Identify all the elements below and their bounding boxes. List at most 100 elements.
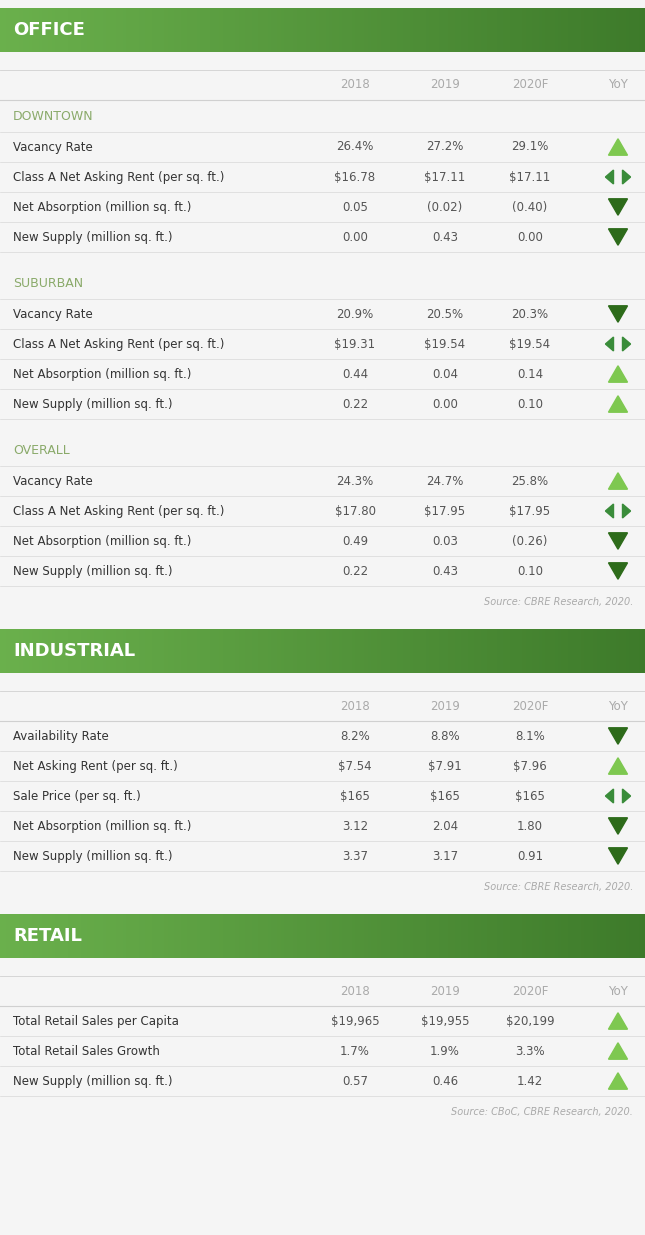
Text: 24.7%: 24.7%	[426, 474, 464, 488]
Bar	[374, 629, 377, 673]
Bar	[332, 629, 335, 673]
Polygon shape	[608, 1073, 628, 1089]
Bar	[603, 7, 606, 52]
Bar	[171, 914, 174, 958]
Bar	[497, 629, 500, 673]
Bar	[335, 7, 339, 52]
Polygon shape	[608, 532, 628, 550]
Bar	[264, 914, 268, 958]
Text: 29.1%: 29.1%	[511, 141, 549, 153]
Bar	[468, 629, 471, 673]
Bar	[29, 629, 32, 673]
Bar	[597, 914, 600, 958]
Bar	[155, 7, 158, 52]
Bar	[393, 629, 397, 673]
Bar	[129, 914, 132, 958]
Text: 2018: 2018	[340, 699, 370, 713]
Polygon shape	[622, 170, 631, 184]
Bar	[587, 914, 590, 958]
Bar	[629, 629, 632, 673]
Bar	[152, 7, 155, 52]
Bar	[619, 629, 622, 673]
Bar	[242, 7, 245, 52]
Bar	[300, 629, 303, 673]
Text: 8.2%: 8.2%	[340, 730, 370, 742]
Bar	[226, 914, 229, 958]
Bar	[461, 7, 464, 52]
Text: $19.31: $19.31	[335, 337, 375, 351]
Bar	[445, 629, 448, 673]
Bar	[161, 7, 164, 52]
Text: 1.42: 1.42	[517, 1074, 543, 1088]
Polygon shape	[608, 727, 628, 745]
Bar	[435, 914, 439, 958]
Bar	[426, 914, 429, 958]
Bar	[219, 629, 223, 673]
Bar	[564, 7, 568, 52]
Bar	[268, 629, 271, 673]
Bar	[361, 914, 364, 958]
Bar	[45, 7, 48, 52]
Bar	[580, 914, 584, 958]
Text: $17.95: $17.95	[424, 505, 466, 517]
Bar	[126, 629, 129, 673]
Bar	[390, 914, 393, 958]
Text: 2019: 2019	[430, 984, 460, 998]
Bar	[310, 7, 313, 52]
Bar	[35, 7, 39, 52]
Bar	[248, 629, 252, 673]
Bar	[94, 629, 97, 673]
Bar	[6, 7, 10, 52]
Text: 24.3%: 24.3%	[337, 474, 373, 488]
Polygon shape	[606, 337, 613, 351]
Bar	[216, 914, 219, 958]
Bar	[506, 629, 510, 673]
Bar	[116, 7, 119, 52]
Bar	[387, 914, 390, 958]
Polygon shape	[608, 818, 628, 834]
Bar	[10, 914, 13, 958]
Bar	[584, 914, 587, 958]
Bar	[445, 7, 448, 52]
Bar	[135, 914, 139, 958]
Text: $19,955: $19,955	[421, 1014, 470, 1028]
Text: 0.14: 0.14	[517, 368, 543, 380]
Bar	[416, 914, 419, 958]
Bar	[106, 7, 110, 52]
Bar	[364, 7, 368, 52]
Bar	[439, 7, 442, 52]
Bar	[229, 914, 232, 958]
Bar	[481, 629, 484, 673]
Bar	[500, 7, 503, 52]
Bar	[13, 914, 16, 958]
Bar	[248, 7, 252, 52]
Bar	[558, 7, 561, 52]
Bar	[258, 629, 261, 673]
Text: (0.40): (0.40)	[512, 200, 548, 214]
Bar	[410, 629, 413, 673]
Bar	[442, 629, 445, 673]
Text: $7.91: $7.91	[428, 760, 462, 773]
Bar	[584, 629, 587, 673]
Bar	[626, 629, 629, 673]
Bar	[293, 629, 297, 673]
Bar	[426, 629, 429, 673]
Bar	[368, 7, 371, 52]
Bar	[48, 629, 52, 673]
Bar	[626, 914, 629, 958]
Polygon shape	[606, 789, 613, 803]
Bar	[316, 629, 319, 673]
Bar	[284, 914, 287, 958]
Text: 0.43: 0.43	[432, 231, 458, 243]
Bar	[419, 7, 422, 52]
Bar	[29, 914, 32, 958]
Bar	[187, 7, 190, 52]
Bar	[68, 629, 71, 673]
Bar	[484, 914, 487, 958]
Bar	[145, 629, 148, 673]
Bar	[364, 629, 368, 673]
Text: 2018: 2018	[340, 79, 370, 91]
Bar	[100, 629, 103, 673]
Bar	[139, 7, 142, 52]
Text: 0.03: 0.03	[432, 535, 458, 547]
